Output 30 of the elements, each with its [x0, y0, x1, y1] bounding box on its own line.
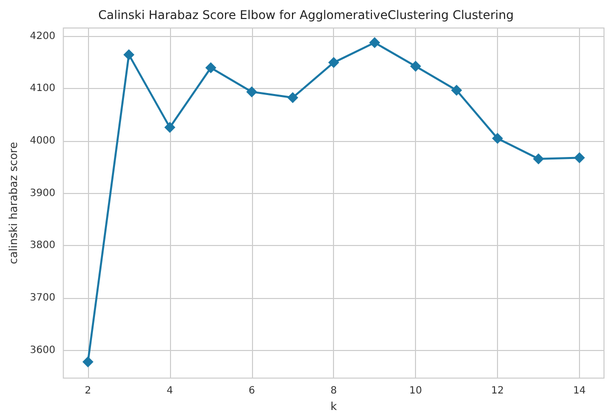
x-axis-title: k: [330, 400, 338, 413]
point: [123, 49, 134, 60]
point: [205, 62, 216, 74]
y-tick-label: 3800: [30, 240, 56, 252]
y-tick-label: 3700: [30, 292, 56, 304]
point: [451, 84, 462, 96]
x-tick-label: 6: [248, 386, 255, 397]
y-tick-label: 3900: [30, 188, 56, 199]
point: [492, 132, 504, 144]
point: [410, 60, 422, 72]
x-tick-label: 14: [573, 386, 586, 397]
y-tick-label: 3600: [30, 344, 56, 356]
y-tick-label: 4200: [30, 30, 56, 42]
point: [82, 356, 94, 368]
point: [287, 92, 298, 104]
point: [246, 86, 258, 98]
point: [574, 152, 585, 164]
x-tick-label: 4: [166, 386, 174, 397]
y-tick-label: 4000: [30, 136, 56, 147]
point: [328, 57, 340, 68]
point: [532, 153, 544, 164]
x-tick-label: 2: [84, 386, 92, 397]
y-axis-title: calinski harabaz score: [7, 142, 20, 264]
chart-title: Calinski Harabaz Score Elbow for AgglomerativeClustering Clustering: [98, 8, 514, 22]
y-tick-label: 4100: [30, 83, 56, 94]
x-tick-label: 8: [330, 386, 337, 397]
point: [164, 122, 176, 133]
x-tick-label: 10: [409, 386, 422, 397]
point: [369, 37, 380, 48]
x-tick-label: 12: [491, 386, 504, 397]
